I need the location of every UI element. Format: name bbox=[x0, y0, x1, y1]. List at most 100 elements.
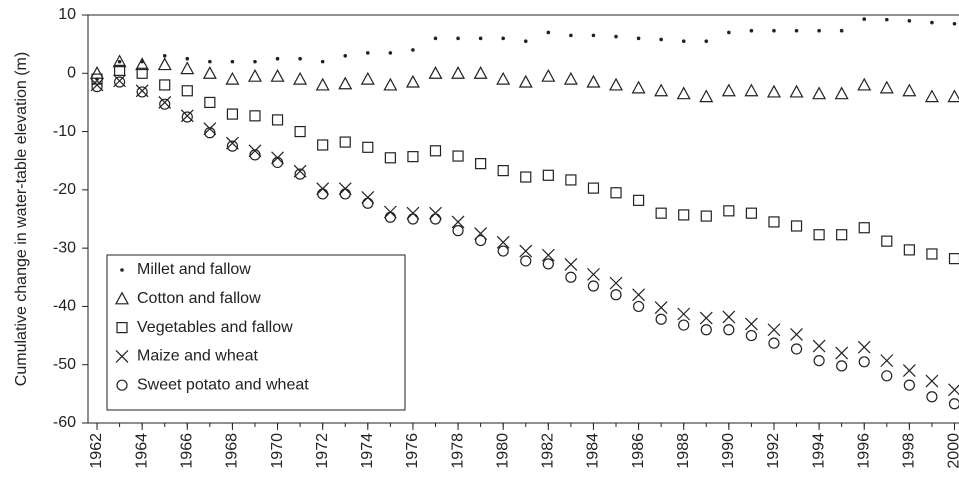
cross-marker bbox=[203, 122, 217, 136]
x-tick-label: 1994 bbox=[810, 433, 827, 469]
dot-marker bbox=[343, 54, 348, 58]
triangle-marker bbox=[270, 68, 285, 82]
triangle-marker bbox=[451, 66, 466, 79]
circle-marker bbox=[113, 76, 126, 88]
y-tick-label: -40 bbox=[53, 298, 76, 315]
circle-marker bbox=[745, 329, 758, 342]
circle-marker bbox=[271, 156, 284, 169]
dot-marker bbox=[569, 33, 573, 38]
legend-label: Vegetables and fallow bbox=[137, 319, 293, 336]
circle-marker bbox=[881, 370, 893, 382]
triangle-marker bbox=[834, 86, 849, 100]
circle-marker bbox=[249, 149, 261, 161]
circle-marker bbox=[204, 127, 216, 139]
triangle-marker bbox=[541, 68, 556, 82]
cross-marker bbox=[248, 144, 262, 158]
square-marker bbox=[475, 158, 487, 170]
triangle-marker bbox=[157, 57, 172, 71]
triangle-marker bbox=[699, 89, 714, 103]
y-tick-label: 10 bbox=[58, 6, 76, 23]
triangle-marker bbox=[857, 77, 872, 91]
dot-marker bbox=[411, 48, 415, 52]
cross-marker bbox=[699, 311, 713, 325]
y-tick-label: -10 bbox=[53, 123, 76, 140]
dot-marker bbox=[253, 59, 257, 64]
legend-label: Sweet potato and wheat bbox=[137, 376, 309, 393]
dot-marker bbox=[117, 59, 122, 64]
x-tick-label: 1980 bbox=[494, 433, 511, 469]
triangle-marker bbox=[428, 66, 443, 79]
square-marker bbox=[723, 205, 735, 217]
circle-marker bbox=[903, 379, 915, 391]
triangle-marker bbox=[744, 83, 759, 97]
dot-marker bbox=[185, 56, 190, 61]
x-tick-label: 1972 bbox=[314, 433, 331, 469]
circle-marker bbox=[452, 225, 464, 237]
x-tick-label: 1998 bbox=[901, 433, 918, 469]
circle-marker bbox=[610, 289, 622, 301]
cross-marker bbox=[451, 215, 465, 229]
square-marker bbox=[384, 152, 396, 164]
circle-marker bbox=[407, 213, 419, 225]
square-marker bbox=[926, 248, 938, 260]
circle-marker bbox=[116, 379, 128, 391]
square-marker bbox=[768, 216, 780, 228]
cross-marker bbox=[496, 235, 510, 249]
x-tick-label: 1962 bbox=[88, 433, 105, 469]
square-marker bbox=[632, 194, 645, 206]
square-marker bbox=[813, 229, 825, 241]
circle-marker bbox=[700, 324, 712, 336]
triangle-marker bbox=[902, 83, 917, 97]
triangle-marker bbox=[383, 77, 398, 91]
triangle-marker bbox=[202, 66, 217, 79]
dot-marker bbox=[388, 51, 393, 55]
dot-marker bbox=[930, 20, 934, 25]
circle-marker bbox=[948, 398, 959, 410]
square-marker bbox=[881, 235, 893, 247]
circle-marker bbox=[813, 355, 825, 367]
circle-marker bbox=[181, 111, 193, 123]
triangle-marker bbox=[473, 66, 488, 79]
dot-marker bbox=[907, 19, 912, 23]
dot-marker bbox=[749, 28, 754, 33]
cross-marker bbox=[429, 206, 442, 220]
cross-marker bbox=[632, 288, 646, 302]
triangle-marker bbox=[654, 83, 669, 97]
cross-marker bbox=[744, 317, 758, 331]
square-marker bbox=[249, 110, 261, 122]
triangle-marker bbox=[586, 74, 601, 88]
square-marker bbox=[520, 171, 532, 183]
circle-marker bbox=[226, 140, 239, 152]
cross-marker bbox=[835, 346, 849, 360]
circle-marker bbox=[565, 271, 577, 283]
circle-marker bbox=[91, 81, 103, 93]
cross-marker bbox=[115, 349, 129, 363]
dot-marker bbox=[208, 59, 212, 64]
triangle-marker bbox=[405, 74, 420, 88]
circle-marker bbox=[497, 245, 509, 257]
circle-marker bbox=[362, 197, 374, 209]
x-tick-label: 1978 bbox=[449, 433, 466, 469]
dot-marker bbox=[614, 34, 618, 39]
square-marker bbox=[226, 108, 239, 120]
triangle-marker bbox=[90, 66, 105, 79]
cross-marker bbox=[609, 276, 623, 290]
square-marker bbox=[678, 209, 690, 221]
cross-marker bbox=[767, 323, 781, 337]
x-tick-label: 1990 bbox=[720, 433, 737, 469]
x-tick-label: 1966 bbox=[179, 433, 196, 469]
x-tick-label: 1996 bbox=[855, 433, 872, 469]
square-marker bbox=[745, 207, 758, 219]
triangle-marker bbox=[293, 71, 308, 85]
dot-marker bbox=[636, 36, 641, 41]
square-marker bbox=[294, 125, 306, 138]
circle-marker bbox=[475, 234, 487, 247]
legend-label: Millet and fallow bbox=[137, 261, 251, 278]
triangle-marker bbox=[676, 86, 691, 100]
triangle-marker bbox=[315, 77, 330, 91]
circle-marker bbox=[678, 319, 690, 331]
cross-marker bbox=[722, 310, 736, 324]
y-tick-label: -20 bbox=[53, 181, 76, 198]
x-tick-label: 1984 bbox=[585, 433, 602, 469]
square-marker bbox=[339, 136, 351, 148]
